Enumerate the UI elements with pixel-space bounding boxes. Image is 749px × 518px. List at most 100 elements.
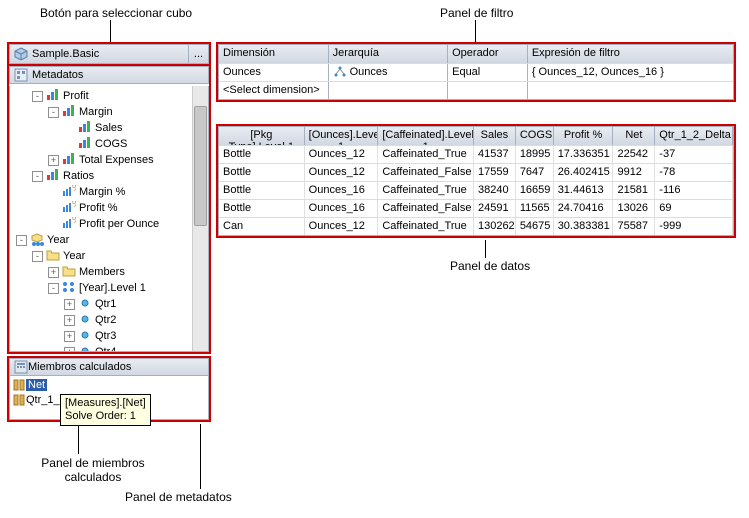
filter-panel[interactable]: DimensiónJerarquíaOperadorExpresión de f… [218, 44, 734, 100]
tree-item[interactable]: +Qtr4 [10, 344, 208, 352]
scrollbar-thumb[interactable] [194, 106, 207, 226]
tree-item[interactable]: -Year [10, 248, 208, 264]
table-row[interactable]: BottleOunces_16Caffeinated_True382401665… [219, 181, 733, 199]
tree-item[interactable]: %Margin % [10, 184, 208, 200]
annot-meta: Panel de metadatos [125, 490, 232, 504]
data-cell: 17.336351 [554, 146, 614, 163]
data-col-header[interactable]: Qtr_1_2_Delta [655, 127, 733, 145]
cube-selector[interactable]: Sample.Basic ... [9, 44, 209, 64]
tree-item[interactable]: %Profit per Ounce [10, 216, 208, 232]
data-cell: Bottle [219, 200, 305, 217]
metadata-title: Metadatos [32, 69, 83, 81]
filter-col-header[interactable]: Operador [448, 45, 528, 63]
data-cell: 30.383381 [554, 218, 614, 235]
tree-item[interactable]: - Year [10, 232, 208, 248]
tree-item[interactable]: %Profit % [10, 200, 208, 216]
filter-cell [528, 82, 733, 99]
expand-toggle[interactable]: - [32, 91, 43, 102]
data-col-header[interactable]: Sales [474, 127, 516, 145]
expand-toggle[interactable]: + [48, 267, 59, 278]
filter-col-header[interactable]: Dimensión [219, 45, 329, 63]
calc-member-icon [12, 394, 26, 406]
tree-label: Year [47, 234, 69, 246]
scrollbar[interactable] [192, 86, 208, 351]
tooltip: [Measures].[Net]Solve Order: 1 [60, 394, 151, 426]
table-row[interactable]: CanOunces_12Caffeinated_True130262546753… [219, 217, 733, 235]
tree-label: Ratios [63, 170, 94, 182]
expand-toggle[interactable]: - [32, 171, 43, 182]
data-col-header[interactable]: Net [613, 127, 655, 145]
expand-toggle[interactable]: - [16, 235, 27, 246]
metadata-tree[interactable]: -Profit-MarginSalesCOGS+Total Expenses-R… [9, 86, 209, 352]
tree-label: Margin % [79, 186, 125, 198]
data-cell: 41537 [474, 146, 516, 163]
annot-data: Panel de datos [450, 259, 530, 273]
tree-item[interactable]: COGS [10, 136, 208, 152]
data-cell: 21581 [613, 182, 655, 199]
tree-item[interactable]: +Qtr3 [10, 328, 208, 344]
filter-col-header[interactable]: Expresión de filtro [528, 45, 733, 63]
tree-item[interactable]: +Total Expenses [10, 152, 208, 168]
tree-item[interactable]: - Profit [10, 88, 208, 104]
calc-item[interactable]: Net [12, 378, 206, 392]
calc-header: Miembros calculados [9, 358, 209, 376]
data-col-header[interactable]: [Pkg Type].Level 1 [219, 127, 305, 145]
level-icon [62, 281, 76, 295]
table-row[interactable]: BottleOunces_12Caffeinated_False17559764… [219, 163, 733, 181]
data-cell: 24.70416 [554, 200, 614, 217]
table-row[interactable]: BottleOunces_16Caffeinated_False24591115… [219, 199, 733, 217]
table-row[interactable]: BottleOunces_12Caffeinated_True415371899… [219, 145, 733, 163]
expand-toggle[interactable]: + [64, 331, 75, 342]
tree-item[interactable]: +Qtr1 [10, 296, 208, 312]
cube-name: Sample.Basic [32, 48, 188, 60]
member-icon [78, 329, 92, 343]
data-cell: Ounces_12 [305, 146, 379, 163]
tree-item[interactable]: + Qtr2 [10, 312, 208, 328]
tree-item[interactable]: Sales [10, 120, 208, 136]
tree-item[interactable]: - Ratios [10, 168, 208, 184]
bars-icon [62, 153, 76, 167]
data-col-header[interactable]: [Caffeinated].Level 1 [378, 127, 474, 145]
tree-item[interactable]: -[Year].Level 1 [10, 280, 208, 296]
data-cell: Bottle [219, 164, 305, 181]
data-cell: Bottle [219, 146, 305, 163]
member-icon [78, 313, 92, 327]
filter-cell: Ounces [219, 64, 329, 81]
folder-icon [46, 249, 60, 263]
data-col-header[interactable]: Profit % [554, 127, 614, 145]
tree-item[interactable]: -Margin [10, 104, 208, 120]
tree-item[interactable]: +Members [10, 264, 208, 280]
expand-toggle[interactable]: - [48, 107, 59, 118]
metadata-icon [14, 68, 28, 82]
expand-toggle[interactable]: + [64, 299, 75, 310]
data-cell: Caffeinated_True [378, 146, 474, 163]
filter-row[interactable]: OuncesOuncesEqual{ Ounces_12, Ounces_16 … [219, 63, 733, 81]
func-icon: % [62, 217, 76, 231]
data-col-header[interactable]: COGS [516, 127, 554, 145]
cube-browse-button[interactable]: ... [188, 45, 208, 63]
annot-calc: Panel de miembros calculados [38, 456, 148, 484]
tree-label: Profit [63, 90, 89, 102]
folder-icon [62, 265, 76, 279]
filter-row[interactable]: <Select dimension> [219, 81, 733, 99]
filter-col-header[interactable]: Jerarquía [329, 45, 449, 63]
expand-toggle[interactable]: + [64, 315, 75, 326]
expand-toggle[interactable]: + [48, 155, 59, 166]
bars-icon [46, 89, 60, 103]
svg-text:%: % [72, 217, 76, 226]
func-icon: % [62, 201, 76, 215]
data-cell: Ounces_16 [305, 200, 379, 217]
filter-cell [329, 82, 449, 99]
data-cell: Ounces_16 [305, 182, 379, 199]
leader-line [110, 20, 111, 42]
data-col-header[interactable]: [Ounces].Level 1 [305, 127, 379, 145]
data-cell: 11565 [516, 200, 554, 217]
expand-toggle[interactable]: - [32, 251, 43, 262]
tree-label: COGS [95, 138, 127, 150]
leader-line [78, 424, 79, 454]
expand-toggle[interactable]: + [64, 347, 75, 353]
data-panel[interactable]: [Pkg Type].Level 1[Ounces].Level 1[Caffe… [218, 126, 734, 236]
filter-cell: Equal [448, 64, 528, 81]
expand-toggle[interactable]: - [48, 283, 59, 294]
tree-label: Qtr2 [95, 314, 116, 326]
